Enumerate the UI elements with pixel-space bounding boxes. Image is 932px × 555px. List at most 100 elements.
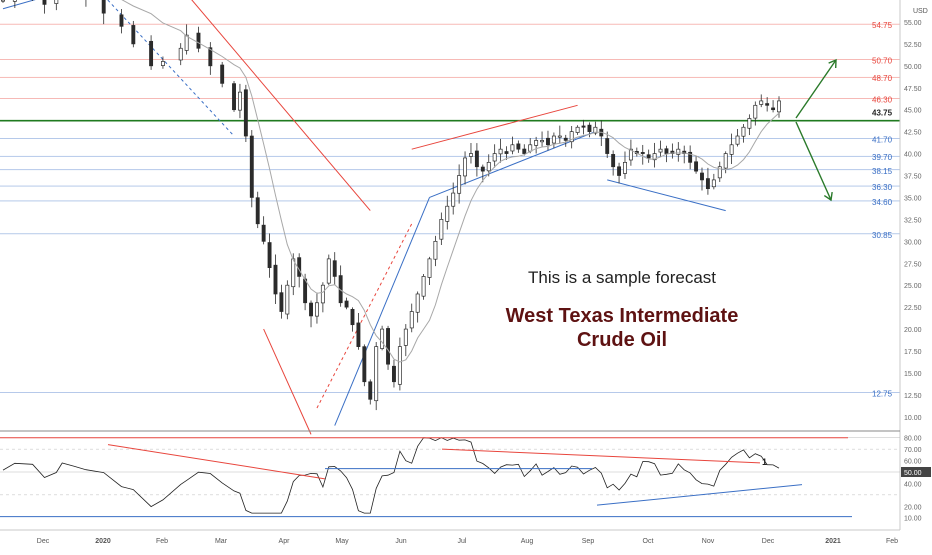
currency-label: USD — [913, 8, 928, 15]
candle-body — [658, 148, 663, 153]
candle-body — [309, 302, 313, 317]
candle-body — [326, 258, 331, 284]
candle-body — [397, 346, 402, 385]
osc-marker: 1 — [762, 457, 767, 467]
candle-body — [735, 135, 740, 145]
candle-body — [261, 224, 266, 242]
candle — [427, 256, 432, 286]
arrow-head — [828, 58, 837, 69]
price-level-label: 34.60 — [872, 198, 893, 207]
levels-layer: 54.75 50.70 48.70 46.30 43.75 41.70 39.70 38.15… — [0, 21, 900, 399]
trend-line-dashed-blue — [107, 0, 235, 137]
candle — [196, 26, 201, 53]
x-tick-label: 2020 — [95, 538, 111, 545]
osc-red-trend-2 — [441, 448, 761, 464]
candle-body — [765, 103, 770, 106]
candle — [474, 143, 479, 177]
y-tick-label: 10.00 — [904, 415, 922, 422]
candle — [765, 97, 770, 112]
candle-body — [249, 135, 254, 198]
candle — [628, 139, 633, 166]
candle-body — [694, 161, 699, 172]
candle — [463, 151, 467, 185]
forecast-caption: This is a sample forecast — [528, 268, 716, 287]
candle — [261, 216, 266, 245]
candle-body — [433, 240, 438, 260]
candle — [522, 144, 527, 156]
candle — [599, 120, 604, 146]
candle-body — [741, 126, 746, 137]
candle-body — [362, 346, 367, 383]
candle-body — [374, 346, 379, 402]
candle-body — [386, 328, 390, 365]
candle-body — [623, 161, 627, 174]
candle — [285, 280, 290, 320]
candle — [777, 96, 781, 118]
candle — [421, 274, 426, 300]
candle — [551, 132, 556, 149]
candle — [326, 254, 331, 286]
y-tick-label: 17.50 — [904, 349, 922, 356]
candle-body — [711, 179, 716, 188]
candle-body — [350, 308, 355, 326]
candle — [101, 0, 106, 25]
candle — [593, 121, 598, 136]
price-level-label: 41.70 — [872, 136, 893, 145]
candle-body — [415, 293, 420, 313]
candle — [741, 123, 746, 143]
candle-body — [131, 25, 136, 45]
trend-layer — [2, 0, 837, 435]
candle-body — [54, 0, 59, 4]
candle — [753, 101, 758, 126]
candle-body — [593, 126, 598, 134]
x-tick-label: Jul — [458, 538, 467, 545]
candle — [415, 291, 420, 323]
candle — [717, 161, 722, 183]
candle-body — [267, 242, 272, 269]
candle-body — [160, 61, 165, 66]
candle — [747, 114, 752, 136]
candle — [611, 150, 616, 176]
candle — [469, 142, 473, 164]
y-tick-label: 27.50 — [904, 261, 922, 268]
y-tick-label: 50.00 — [904, 64, 922, 71]
y-tick-label: 42.50 — [904, 130, 922, 137]
candle-body — [474, 150, 479, 168]
y-tick-label: 12.50 — [904, 393, 922, 400]
candle — [255, 191, 260, 229]
y-tick-label: 25.00 — [904, 283, 922, 290]
candle — [445, 195, 450, 230]
candle-body — [42, 0, 47, 5]
candle — [652, 142, 657, 168]
candle-body — [279, 292, 284, 312]
candle — [700, 167, 704, 191]
candle-body — [498, 148, 503, 155]
candle — [640, 144, 645, 165]
candle-body — [528, 144, 533, 152]
candle-body — [676, 148, 681, 155]
candle-body — [480, 166, 485, 172]
candle — [504, 146, 509, 160]
price-axis-bg — [900, 0, 932, 550]
candle — [332, 252, 337, 285]
candle-body — [380, 328, 385, 349]
osc-tick-label: 10.00 — [904, 516, 922, 523]
trend-line-blue-rise — [334, 197, 430, 426]
candle-body — [101, 0, 106, 14]
candle-body — [777, 100, 781, 113]
candle-body — [504, 151, 509, 154]
candle-body — [320, 284, 325, 304]
candle-body — [12, 0, 17, 2]
candle-body — [569, 131, 574, 143]
trend-line-blue-channel — [429, 131, 596, 198]
candle-body — [522, 148, 527, 154]
candle-body — [670, 150, 675, 154]
candle — [160, 56, 165, 69]
candle-body — [356, 322, 361, 347]
candle — [85, 0, 87, 7]
candle — [208, 42, 213, 75]
candle — [439, 212, 444, 246]
candle — [409, 303, 414, 333]
candle-body — [759, 100, 764, 105]
candle-body — [243, 89, 248, 137]
